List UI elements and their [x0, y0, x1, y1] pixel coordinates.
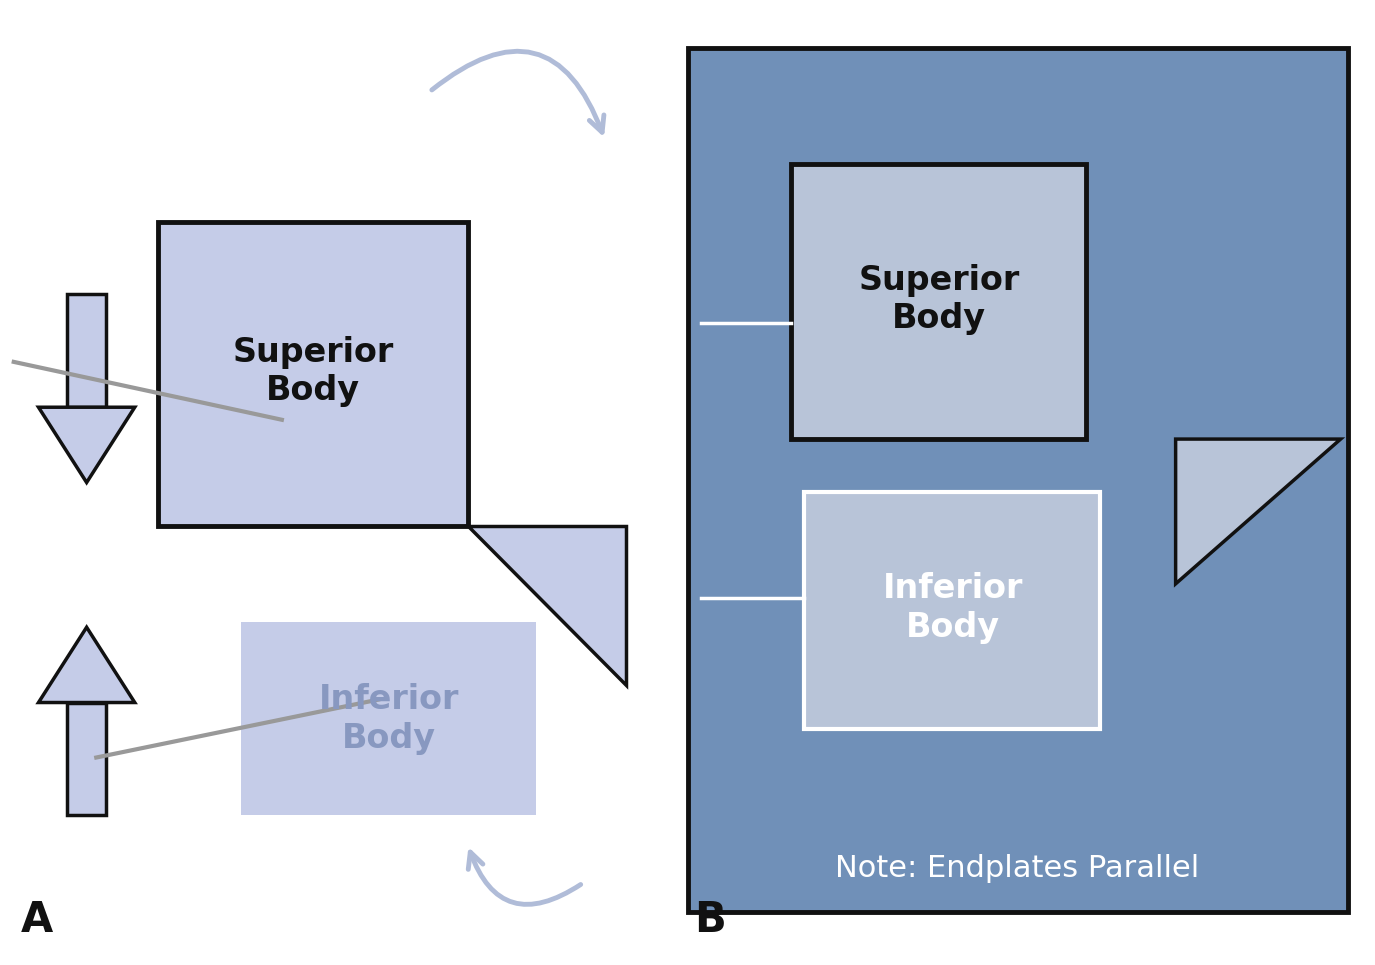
Text: A: A	[21, 898, 52, 941]
Bar	[241, 622, 536, 815]
Bar	[158, 222, 468, 526]
Polygon shape	[38, 627, 135, 703]
Text: Inferior
Body: Inferior Body	[883, 572, 1023, 644]
Bar	[791, 164, 1086, 439]
Bar	[688, 48, 1348, 912]
Polygon shape	[38, 407, 135, 482]
Polygon shape	[468, 526, 626, 685]
Text: Note: Endplates Parallel: Note: Endplates Parallel	[836, 854, 1199, 883]
Text: B: B	[694, 898, 726, 941]
Bar	[67, 294, 106, 407]
Text: Superior
Body: Superior Body	[858, 263, 1020, 335]
Text: Superior
Body: Superior Body	[232, 336, 393, 407]
Text: Inferior
Body: Inferior Body	[319, 683, 459, 755]
Bar	[804, 492, 1100, 729]
Bar	[67, 703, 106, 815]
Polygon shape	[1176, 439, 1341, 584]
